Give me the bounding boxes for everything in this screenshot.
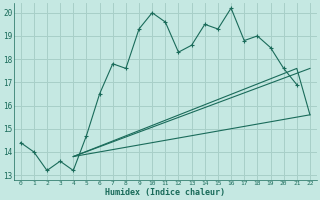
X-axis label: Humidex (Indice chaleur): Humidex (Indice chaleur): [105, 188, 225, 197]
